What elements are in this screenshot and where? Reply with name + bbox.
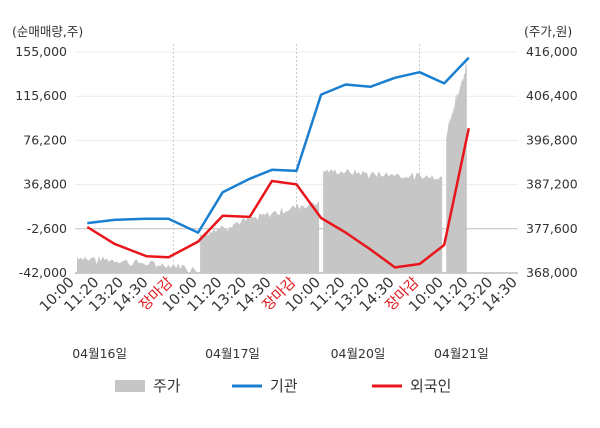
right-tick-label: 387,200: [526, 177, 578, 192]
price-segment: [200, 200, 320, 273]
left-tick-label: 76,200: [23, 132, 67, 147]
left-tick-label: 36,800: [23, 177, 67, 192]
legend-label: 주가: [153, 377, 181, 395]
legend-label: 외국인: [410, 377, 451, 395]
left-tick-label: 115,600: [15, 88, 67, 103]
left-tick-label: -2,600: [27, 221, 67, 236]
legend-swatch-price: [115, 380, 145, 392]
right-tick-label: 406,400: [526, 88, 578, 103]
legend-label: 기관: [270, 377, 298, 395]
left-tick-label: 155,000: [15, 44, 67, 59]
right-tick-label: 377,600: [526, 221, 578, 236]
price-segment: [446, 62, 467, 273]
series-lines: [86, 56, 471, 269]
date-label: 04월21일: [434, 346, 489, 361]
right-tick-label: 368,000: [526, 265, 578, 280]
left-axis-unit: (순매매량,주): [12, 24, 83, 39]
date-label: 04월17일: [205, 346, 260, 361]
left-tick-label: -42,000: [19, 265, 67, 280]
date-label: 04월20일: [331, 346, 386, 361]
series-line-foreign: [86, 128, 471, 269]
right-tick-label: 416,000: [526, 44, 578, 59]
price-segment: [323, 168, 443, 273]
price-area: [77, 62, 467, 273]
right-axis-unit: (주가,원): [524, 24, 572, 39]
date-label: 04월16일: [72, 346, 127, 361]
series-line-institution: [87, 56, 470, 234]
price-segment: [77, 256, 197, 273]
right-tick-label: 396,800: [526, 132, 578, 147]
legend: 주가 기관 외국인: [115, 377, 451, 395]
